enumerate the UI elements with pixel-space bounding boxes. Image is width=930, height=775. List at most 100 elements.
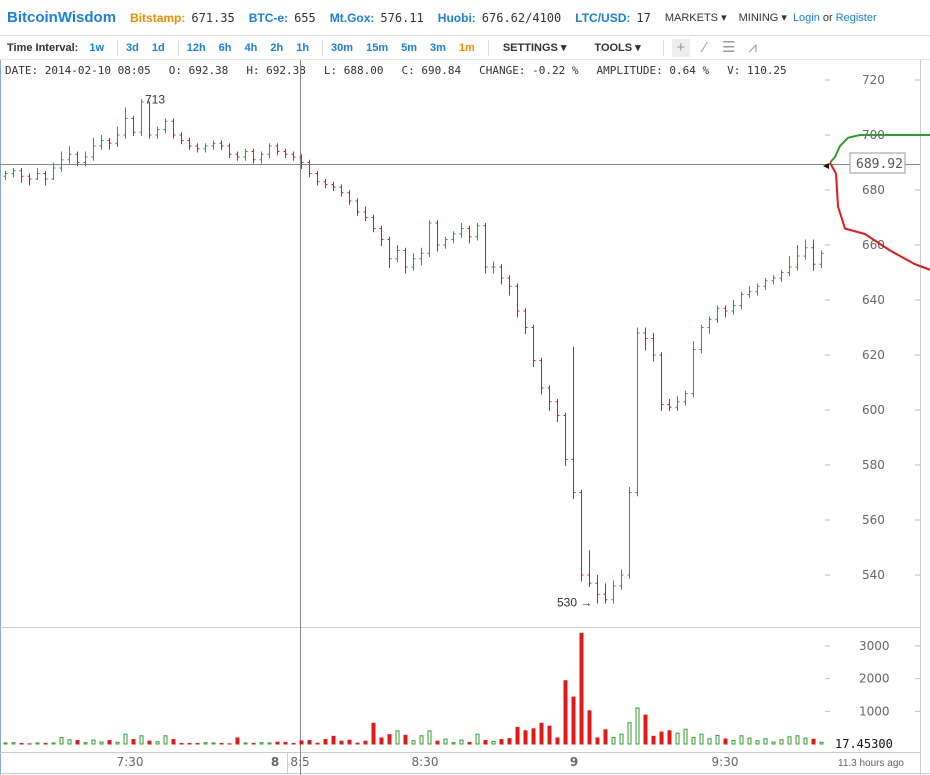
logo[interactable]: BitcoinWisdom	[7, 9, 117, 26]
settings-dropdown[interactable]: SETTINGS ▾	[502, 42, 567, 54]
volume-bar	[499, 739, 504, 745]
volume-bar	[787, 736, 792, 745]
volume-bar	[171, 739, 176, 745]
volume-bar	[379, 737, 384, 745]
volume-bar	[627, 722, 632, 745]
volume-tick-label: 2000	[859, 672, 890, 686]
current-price-label: 689.92	[856, 157, 903, 172]
volume-bar	[803, 737, 808, 745]
fib-icon[interactable]: ☰	[721, 38, 736, 56]
volume-bar	[435, 740, 440, 745]
ticker-list: Bitstamp: 671.35 BTC-e: 655 Mt.Gox: 576.11 Huo…	[130, 11, 665, 25]
volume-bar	[507, 738, 512, 745]
volume-bar	[579, 632, 584, 745]
volume-bar	[43, 743, 48, 745]
volume-bar	[19, 743, 24, 745]
ticker-label[interactable]: BTC-e:	[248, 10, 289, 25]
register-link[interactable]: Register	[835, 11, 877, 24]
mining-menu[interactable]: MINING ▾	[739, 11, 787, 24]
volume-bar	[771, 741, 776, 745]
volume-bar	[643, 714, 648, 745]
volume-tick-label: 3000	[859, 639, 890, 653]
volume-bar	[667, 730, 672, 745]
volume-bar	[275, 741, 280, 745]
price-tick-label: 580	[862, 458, 885, 472]
volume-bar	[227, 743, 232, 745]
time-label: 8:30	[412, 755, 439, 769]
login-link[interactable]: Login	[792, 11, 820, 24]
price-chart[interactable]: 7207006806606406206005805605403000200010…	[0, 60, 930, 775]
line-icon[interactable]: ⁄	[703, 38, 706, 56]
volume-bar	[571, 696, 576, 745]
interval-1w[interactable]: 1w	[89, 41, 105, 54]
volume-bar	[307, 740, 312, 745]
interval-3m[interactable]: 3m	[430, 41, 446, 54]
volume-bar	[763, 738, 768, 745]
interval-6h[interactable]: 6h	[218, 41, 232, 54]
volume-bar	[563, 680, 568, 745]
interval-1d[interactable]: 1d	[151, 41, 165, 54]
volume-bar	[747, 737, 752, 745]
volume-bar	[731, 739, 736, 745]
interval-4h[interactable]: 4h	[244, 41, 258, 54]
volume-bar	[187, 743, 192, 745]
interval-30m[interactable]: 30m	[331, 41, 354, 54]
volume-bar	[291, 743, 296, 745]
volume-bar	[323, 739, 328, 745]
volume-bar	[755, 740, 760, 745]
min-price-label: 530 →	[557, 596, 592, 610]
interval-5m[interactable]: 5m	[401, 41, 418, 54]
volume-bar	[355, 742, 360, 745]
info-amplitude: AMPLITUDE: 0.64 %	[596, 64, 710, 77]
volume-bar	[387, 734, 392, 745]
divider	[117, 39, 119, 56]
volume-bar	[659, 731, 664, 745]
price-tick-label: 640	[862, 293, 885, 307]
volume-bar	[363, 740, 368, 745]
volume-bar	[691, 736, 696, 745]
current-volume-label: 17.45300	[835, 737, 893, 751]
interval-2h[interactable]: 2h	[270, 41, 284, 54]
volume-bar	[699, 733, 704, 745]
time-label: 8	[271, 755, 279, 769]
volume-bar	[155, 741, 160, 745]
volume-bar	[123, 733, 128, 745]
interval-1h[interactable]: 1h	[296, 41, 310, 54]
interval-list: 1w 3d 1d 12h 6h 4h 2h 1h 30m 15m 5m 3m 1m	[89, 39, 497, 56]
crosshair-icon[interactable]: +	[671, 38, 690, 57]
volume-bar	[35, 742, 40, 745]
volume-bar	[75, 740, 80, 745]
info-change: CHANGE: -0.22 %	[479, 64, 579, 77]
volume-bar	[243, 742, 248, 745]
interval-12h[interactable]: 12h	[186, 41, 206, 54]
tools-dropdown[interactable]: TOOLS ▾	[594, 42, 641, 54]
interval-1m[interactable]: 1m	[458, 41, 475, 54]
volume-bar	[203, 742, 208, 745]
volume-bar	[715, 734, 720, 745]
info-date: DATE: 2014-02-10 08:05	[5, 64, 151, 77]
or-text: or	[822, 11, 833, 24]
price-tick-label: 680	[862, 183, 885, 197]
volume-bar	[211, 742, 216, 745]
top-bar: BitcoinWisdom Bitstamp: 671.35 BTC-e: 655 Mt…	[0, 0, 930, 36]
info-volume: V: 110.25	[727, 64, 787, 77]
interval-15m[interactable]: 15m	[366, 41, 389, 54]
ticker-label[interactable]: Mt.Gox:	[329, 10, 375, 25]
volume-bar	[299, 740, 304, 745]
ticker-value: 576.11	[380, 10, 424, 25]
price-tick-label: 720	[862, 73, 885, 87]
volume-bar	[91, 739, 96, 745]
volume-bar	[707, 738, 712, 745]
volume-bar	[635, 707, 640, 745]
ticker-value: 655	[294, 10, 316, 25]
fan-icon[interactable]: ⩘	[748, 38, 757, 56]
volume-bar	[371, 722, 376, 745]
ticker-label[interactable]: Huobi:	[437, 10, 476, 25]
volume-bar	[651, 735, 656, 745]
info-high: H: 692.38	[246, 64, 306, 77]
ticker-label[interactable]: LTC/USD:	[575, 10, 631, 25]
volume-bar	[107, 740, 112, 745]
interval-3d[interactable]: 3d	[126, 41, 139, 54]
ticker-label[interactable]: Bitstamp:	[130, 10, 186, 25]
markets-menu[interactable]: MARKETS ▾	[665, 11, 727, 24]
